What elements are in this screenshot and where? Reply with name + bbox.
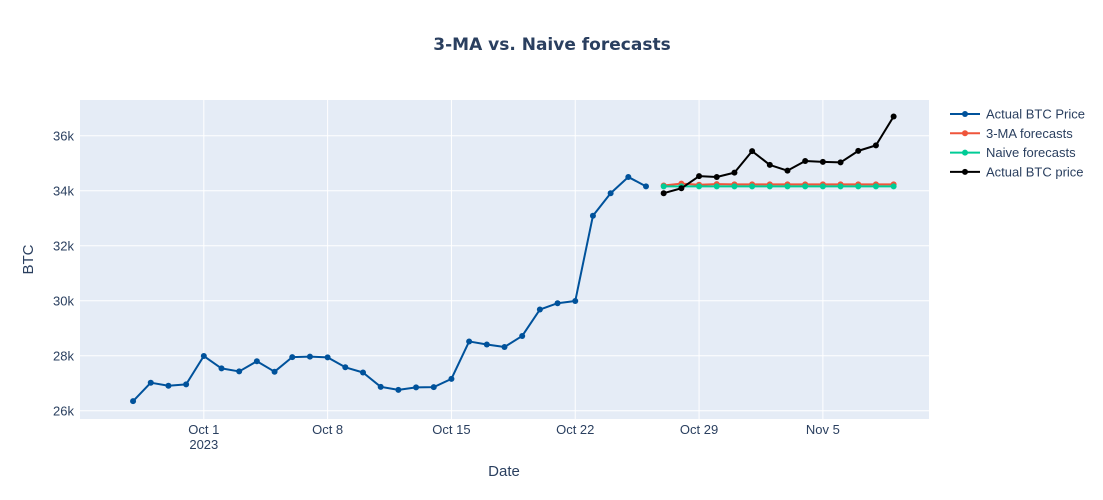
legend-label: Naive forecasts [986, 145, 1076, 160]
data-point [749, 183, 756, 190]
series-layer [130, 113, 897, 405]
legend-label: 3-MA forecasts [986, 126, 1073, 141]
legend-item[interactable]: Actual BTC Price [950, 107, 1085, 122]
data-point [165, 382, 172, 389]
data-point [713, 174, 720, 180]
data-point [660, 183, 667, 190]
data-point [130, 398, 137, 405]
legend-item[interactable]: 3-MA forecasts [950, 126, 1073, 141]
legend-marker [962, 111, 968, 117]
data-point [837, 159, 844, 166]
data-point [872, 183, 879, 190]
data-point [271, 368, 278, 375]
x-tick-label: Oct 1 [188, 422, 219, 437]
x-tick-label: Oct 29 [680, 422, 718, 437]
data-point [342, 364, 349, 371]
data-point [448, 375, 455, 382]
legend-label: Actual BTC Price [986, 107, 1085, 122]
data-point [519, 332, 526, 339]
data-point [678, 185, 685, 192]
data-point [395, 386, 402, 393]
x-tick-label: Oct 15 [432, 422, 470, 437]
data-point [784, 183, 791, 190]
data-point [837, 183, 844, 190]
data-point [483, 341, 490, 348]
y-tick-label: 34k [53, 183, 74, 198]
data-point [819, 158, 826, 165]
legend-label: Actual BTC price [986, 164, 1084, 179]
data-point [413, 384, 420, 391]
data-point [696, 183, 703, 190]
legend-item[interactable]: Actual BTC price [950, 164, 1084, 179]
y-axis-ticks: 26k 28k 30k 32k 34k 36k [53, 128, 74, 418]
data-point [731, 169, 738, 176]
data-point [289, 354, 296, 361]
x-tick-label: Nov 5 [806, 422, 840, 437]
data-point [147, 379, 154, 386]
data-point [643, 183, 649, 190]
data-point [572, 298, 579, 305]
data-point [784, 167, 791, 174]
x-tick-sublabel: 2023 [189, 437, 218, 452]
legend-marker [962, 168, 968, 175]
data-point [536, 306, 543, 313]
y-axis-title: BTC [20, 244, 37, 274]
series-2 [660, 183, 897, 190]
data-point [766, 183, 773, 190]
data-point [218, 365, 225, 372]
data-point [430, 384, 437, 391]
data-point [731, 183, 738, 190]
data-point [200, 353, 207, 360]
y-tick-label: 30k [53, 293, 74, 308]
y-tick-label: 36k [53, 128, 74, 143]
data-point [607, 190, 614, 197]
data-point [660, 190, 667, 197]
legend-marker [962, 149, 968, 156]
data-point [890, 183, 897, 190]
data-point [713, 183, 720, 190]
y-tick-label: 26k [53, 403, 74, 418]
plot-area [80, 100, 929, 419]
data-point [855, 147, 862, 154]
data-point [696, 173, 703, 180]
x-axis-title: Date [488, 463, 520, 480]
data-point [766, 161, 773, 168]
data-point [183, 381, 190, 388]
data-point [253, 358, 260, 365]
data-point [589, 212, 596, 219]
data-point [324, 354, 331, 361]
data-point [872, 142, 879, 149]
y-tick-label: 32k [53, 238, 74, 253]
grid [80, 100, 929, 419]
data-point [554, 300, 561, 307]
legend[interactable]: Actual BTC Price 3-MA forecasts Naive fore… [950, 107, 1085, 180]
chart-title: 3-MA vs. Naive forecasts [433, 35, 670, 55]
data-point [855, 183, 862, 190]
data-point [819, 183, 826, 190]
series-3 [660, 113, 897, 197]
data-point [306, 353, 313, 360]
data-point [236, 368, 243, 375]
data-point [360, 369, 366, 376]
data-point [749, 148, 756, 155]
series-0 [130, 174, 649, 405]
legend-item[interactable]: Naive forecasts [950, 145, 1076, 160]
y-tick-label: 28k [53, 348, 74, 363]
data-point [377, 383, 384, 390]
x-tick-label: Oct 22 [556, 422, 594, 437]
data-point [625, 174, 632, 180]
x-tick-label: Oct 8 [312, 422, 343, 437]
data-point [802, 183, 809, 190]
data-point [802, 158, 809, 165]
legend-marker [962, 130, 968, 137]
data-point [501, 343, 508, 350]
data-point [890, 113, 897, 120]
data-point [466, 338, 473, 345]
